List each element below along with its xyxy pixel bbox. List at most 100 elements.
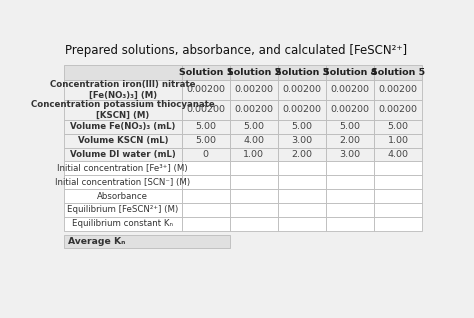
Text: 3.00: 3.00: [339, 150, 360, 159]
Bar: [230, 148, 278, 161]
Bar: [374, 80, 422, 100]
Bar: [326, 161, 374, 175]
Bar: [278, 217, 326, 231]
Bar: [64, 80, 182, 100]
Bar: [374, 65, 422, 80]
Bar: [326, 80, 374, 100]
Bar: [230, 203, 278, 217]
Bar: [326, 134, 374, 148]
Bar: [374, 217, 422, 231]
Bar: [326, 203, 374, 217]
Bar: [278, 175, 326, 189]
Bar: [182, 217, 230, 231]
Text: 5.00: 5.00: [195, 136, 216, 145]
Text: 0: 0: [203, 150, 209, 159]
Bar: [326, 65, 374, 80]
Bar: [64, 148, 182, 161]
Text: 2.00: 2.00: [339, 136, 360, 145]
Text: Solution 2: Solution 2: [227, 68, 281, 77]
Text: 5.00: 5.00: [292, 122, 312, 131]
Bar: [230, 189, 278, 203]
Text: 0.00200: 0.00200: [234, 85, 273, 94]
Bar: [182, 175, 230, 189]
Bar: [182, 161, 230, 175]
Bar: [230, 217, 278, 231]
Text: 0.00200: 0.00200: [378, 85, 418, 94]
Text: 0.00200: 0.00200: [378, 105, 418, 114]
Bar: [64, 175, 182, 189]
Bar: [374, 175, 422, 189]
Bar: [326, 189, 374, 203]
Text: 1.00: 1.00: [243, 150, 264, 159]
Text: 0.00200: 0.00200: [330, 85, 369, 94]
Bar: [230, 134, 278, 148]
Text: Solution 3: Solution 3: [275, 68, 329, 77]
Bar: [182, 134, 230, 148]
Text: 5.00: 5.00: [339, 122, 360, 131]
Text: Initial concentration [Fe³⁺] (M): Initial concentration [Fe³⁺] (M): [57, 164, 188, 173]
Text: 5.00: 5.00: [243, 122, 264, 131]
Bar: [326, 100, 374, 120]
Bar: [182, 120, 230, 134]
Text: Volume Fe(NO₃)₃ (mL): Volume Fe(NO₃)₃ (mL): [70, 122, 175, 131]
Text: 0.00200: 0.00200: [186, 85, 225, 94]
Bar: [230, 161, 278, 175]
Bar: [278, 189, 326, 203]
Text: Volume DI water (mL): Volume DI water (mL): [70, 150, 176, 159]
Bar: [278, 120, 326, 134]
Text: 0.00200: 0.00200: [330, 105, 369, 114]
Text: 4.00: 4.00: [243, 136, 264, 145]
Bar: [182, 189, 230, 203]
Bar: [278, 100, 326, 120]
Bar: [64, 100, 182, 120]
Bar: [374, 148, 422, 161]
Bar: [230, 175, 278, 189]
Bar: [64, 161, 182, 175]
Bar: [64, 120, 182, 134]
Bar: [182, 100, 230, 120]
Text: 0.00200: 0.00200: [283, 85, 321, 94]
Bar: [326, 120, 374, 134]
Text: 0.00200: 0.00200: [186, 105, 225, 114]
Text: 4.00: 4.00: [387, 150, 409, 159]
Bar: [64, 134, 182, 148]
Text: 1.00: 1.00: [387, 136, 409, 145]
Bar: [182, 148, 230, 161]
Bar: [278, 65, 326, 80]
Text: Solution 5: Solution 5: [371, 68, 425, 77]
Bar: [230, 65, 278, 80]
Text: Prepared solutions, absorbance, and calculated [FeSCN²⁺]: Prepared solutions, absorbance, and calc…: [65, 44, 408, 57]
Text: 0.00200: 0.00200: [234, 105, 273, 114]
Bar: [278, 203, 326, 217]
Bar: [374, 120, 422, 134]
Bar: [374, 189, 422, 203]
Bar: [278, 80, 326, 100]
Bar: [278, 148, 326, 161]
Text: Equilibrium [FeSCN²⁺] (M): Equilibrium [FeSCN²⁺] (M): [67, 205, 178, 214]
Text: Solution 4: Solution 4: [323, 68, 377, 77]
Text: Concentration potassium thiocyanate
[KSCN] (M): Concentration potassium thiocyanate [KSC…: [31, 100, 215, 120]
Bar: [278, 161, 326, 175]
Bar: [64, 203, 182, 217]
Bar: [278, 134, 326, 148]
Bar: [374, 100, 422, 120]
Text: Initial concentration [SCN⁻] (M): Initial concentration [SCN⁻] (M): [55, 178, 191, 187]
Text: Volume KSCN (mL): Volume KSCN (mL): [78, 136, 168, 145]
Text: 0.00200: 0.00200: [283, 105, 321, 114]
Text: 5.00: 5.00: [387, 122, 409, 131]
Text: 3.00: 3.00: [291, 136, 312, 145]
Text: Average Kₙ: Average Kₙ: [68, 237, 125, 246]
Bar: [182, 80, 230, 100]
Bar: [64, 65, 182, 80]
Text: 5.00: 5.00: [195, 122, 216, 131]
Bar: [230, 80, 278, 100]
Text: Absorbance: Absorbance: [97, 191, 148, 201]
Bar: [326, 148, 374, 161]
Bar: [230, 100, 278, 120]
Bar: [230, 120, 278, 134]
Bar: [374, 203, 422, 217]
Bar: [64, 217, 182, 231]
Bar: [64, 234, 230, 248]
Bar: [64, 189, 182, 203]
Text: 2.00: 2.00: [292, 150, 312, 159]
